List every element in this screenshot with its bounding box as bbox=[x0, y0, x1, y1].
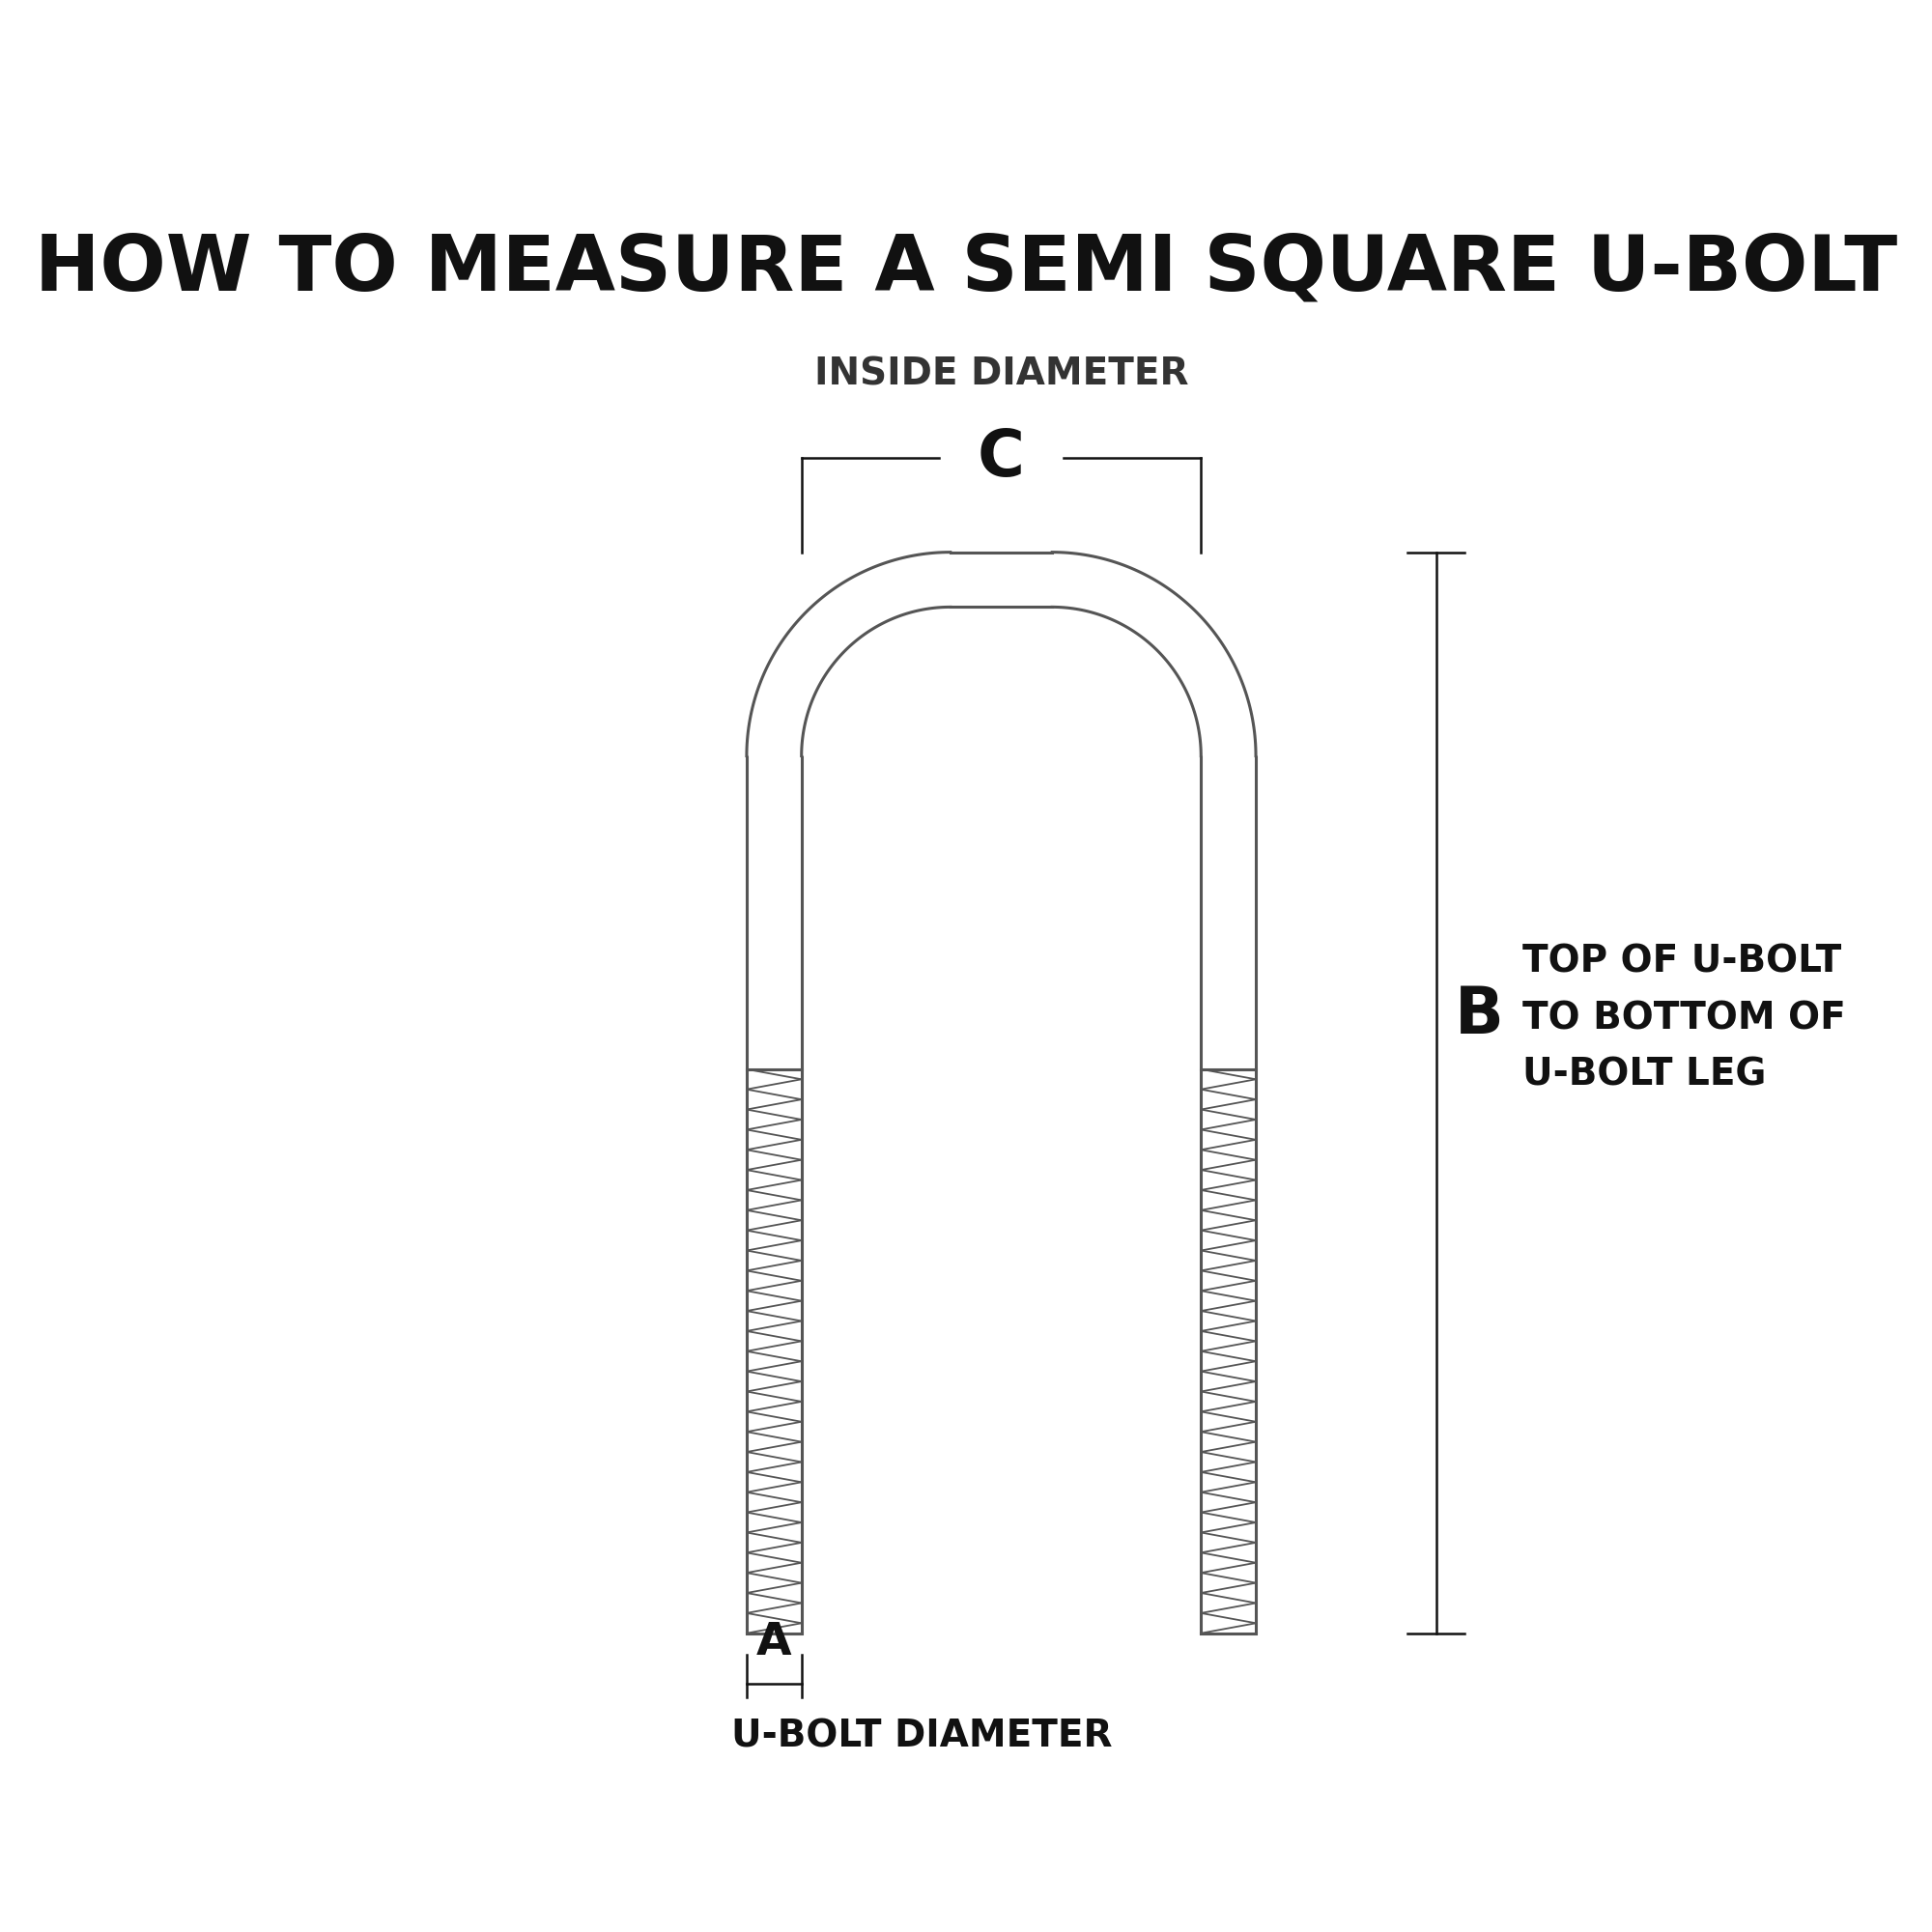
Text: TO BOTTOM OF: TO BOTTOM OF bbox=[1522, 1001, 1845, 1037]
Text: C: C bbox=[978, 427, 1024, 491]
Text: A: A bbox=[757, 1621, 792, 1665]
Text: U-BOLT LEG: U-BOLT LEG bbox=[1522, 1057, 1766, 1094]
Text: B: B bbox=[1455, 983, 1503, 1047]
Text: TOP OF U-BOLT: TOP OF U-BOLT bbox=[1522, 943, 1841, 980]
Text: INSIDE DIAMETER: INSIDE DIAMETER bbox=[813, 355, 1188, 392]
Text: HOW TO MEASURE A SEMI SQUARE U-BOLT: HOW TO MEASURE A SEMI SQUARE U-BOLT bbox=[35, 232, 1897, 307]
Text: U-BOLT DIAMETER: U-BOLT DIAMETER bbox=[730, 1718, 1113, 1754]
